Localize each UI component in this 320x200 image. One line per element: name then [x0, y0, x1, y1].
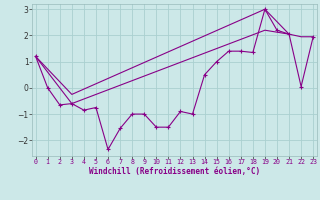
- X-axis label: Windchill (Refroidissement éolien,°C): Windchill (Refroidissement éolien,°C): [89, 167, 260, 176]
